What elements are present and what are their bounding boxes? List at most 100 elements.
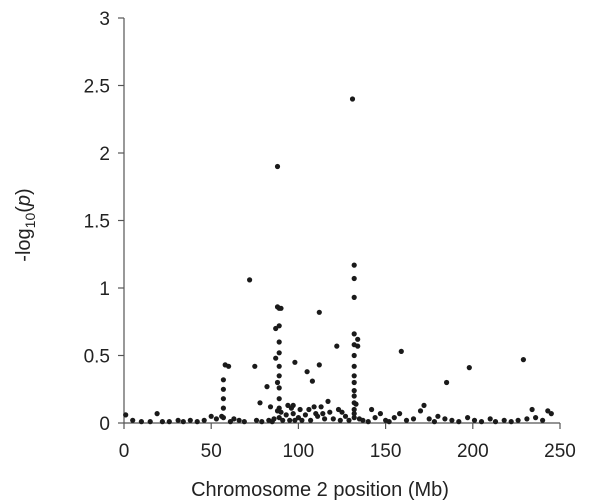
- data-point: [478, 419, 485, 425]
- x-tick-label: 200: [457, 441, 489, 462]
- y-axis-title-open-paren: (: [13, 206, 35, 213]
- data-point: [220, 377, 226, 383]
- data-point: [220, 386, 226, 392]
- data-point: [417, 408, 424, 414]
- y-axis-ticks: 0 0.5 1 1.5 2 2.5 3: [84, 9, 124, 435]
- data-point: [403, 417, 410, 423]
- data-point: [372, 415, 378, 421]
- y-axis-title-variable: p: [13, 195, 35, 207]
- data-point: [276, 415, 282, 421]
- data-point: [351, 415, 357, 421]
- data-point: [435, 413, 441, 419]
- data-point: [466, 365, 472, 371]
- data-point: [351, 363, 357, 369]
- data-point: [278, 409, 284, 415]
- x-axis-title: Chromosome 2 position (Mb): [191, 479, 449, 501]
- data-point: [276, 363, 282, 369]
- data-point: [166, 419, 172, 425]
- data-point: [309, 378, 315, 384]
- data-point: [351, 294, 357, 300]
- data-point: [154, 411, 160, 417]
- data-point: [226, 363, 232, 369]
- data-point: [442, 416, 448, 422]
- data-point: [349, 96, 356, 102]
- data-point: [297, 406, 303, 413]
- data-point: [398, 348, 404, 354]
- data-point: [444, 379, 450, 386]
- data-point: [449, 417, 455, 423]
- x-tick-label: 50: [201, 441, 222, 462]
- data-point: [353, 401, 359, 407]
- data-point: [276, 350, 282, 356]
- data-point: [533, 415, 539, 421]
- data-point: [264, 384, 270, 390]
- y-axis-title-subscript: 10: [22, 213, 38, 229]
- data-point: [327, 409, 333, 415]
- data-point: [194, 419, 200, 425]
- data-point: [320, 411, 326, 417]
- data-point: [159, 419, 165, 425]
- data-point: [276, 323, 282, 329]
- data-point: [351, 411, 357, 417]
- data-point: [318, 404, 324, 410]
- data-point: [540, 417, 546, 423]
- data-point: [201, 417, 207, 423]
- data-point: [220, 415, 226, 421]
- data-point: [316, 309, 322, 315]
- data-point: [213, 416, 219, 422]
- data-point: [355, 343, 361, 349]
- y-tick-label: 2: [99, 144, 110, 165]
- data-point: [274, 163, 281, 170]
- data-point: [227, 419, 233, 425]
- x-axis-ticks: 0 50 100 150 200 250: [119, 423, 576, 462]
- data-point: [351, 262, 357, 268]
- data-point: [335, 406, 342, 413]
- data-point: [515, 417, 521, 423]
- x-tick-label: 100: [283, 441, 315, 462]
- y-axis-title: -log10(p): [13, 188, 38, 261]
- data-point: [529, 406, 535, 413]
- data-point: [147, 419, 153, 425]
- data-point: [311, 404, 317, 410]
- data-point: [492, 419, 499, 425]
- data-point: [342, 413, 349, 419]
- data-point: [351, 393, 357, 399]
- data-point: [241, 419, 247, 425]
- data-point: [520, 357, 527, 363]
- data-point: [130, 417, 136, 423]
- data-point: [431, 419, 437, 425]
- data-point: [421, 402, 427, 408]
- data-point: [548, 411, 554, 417]
- data-point: [236, 417, 242, 423]
- data-point: [253, 417, 260, 423]
- data-point: [351, 352, 357, 359]
- data-point: [274, 379, 281, 386]
- data-points: [123, 96, 554, 425]
- data-point: [276, 385, 282, 391]
- data-point: [410, 416, 417, 422]
- data-point: [339, 409, 345, 415]
- data-point: [316, 362, 322, 368]
- data-point: [187, 417, 193, 423]
- data-point: [365, 419, 371, 425]
- y-tick-label: 1.5: [84, 212, 110, 233]
- data-point: [369, 406, 375, 413]
- data-point: [257, 400, 263, 406]
- data-point: [220, 405, 226, 411]
- data-point: [377, 411, 383, 417]
- data-point: [295, 415, 301, 421]
- data-point: [231, 416, 237, 422]
- data-point: [259, 419, 265, 425]
- data-point: [292, 359, 298, 365]
- data-point: [465, 415, 471, 421]
- y-axis-title-close-paren: ): [13, 188, 35, 195]
- data-point: [247, 277, 253, 283]
- data-point: [299, 417, 305, 423]
- data-point: [315, 413, 321, 419]
- data-point: [271, 416, 277, 422]
- data-point: [351, 331, 357, 337]
- y-tick-label: 3: [99, 9, 110, 30]
- data-point: [508, 419, 514, 425]
- y-axis-title-prefix: -log: [13, 228, 35, 261]
